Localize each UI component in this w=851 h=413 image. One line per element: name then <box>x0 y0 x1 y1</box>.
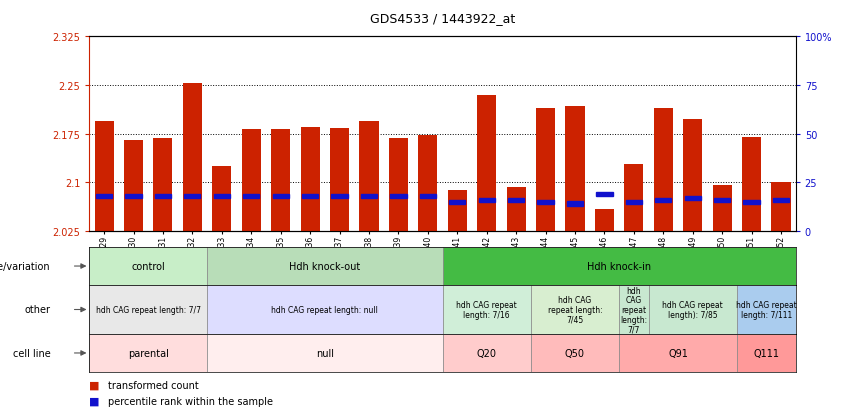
Text: hdh
CAG
repeat
length:
7/7: hdh CAG repeat length: 7/7 <box>620 286 648 334</box>
Bar <box>737 285 796 335</box>
Bar <box>272 194 288 199</box>
Bar <box>595 210 614 231</box>
Bar <box>243 194 260 199</box>
Text: Hdh knock-out: Hdh knock-out <box>289 261 361 271</box>
Bar <box>531 335 619 372</box>
Bar <box>214 194 230 199</box>
Text: Q91: Q91 <box>668 348 688 358</box>
Bar <box>537 200 554 204</box>
Text: Q111: Q111 <box>753 348 780 358</box>
Text: Hdh knock-in: Hdh knock-in <box>587 261 651 271</box>
Bar <box>207 335 443 372</box>
Text: Q50: Q50 <box>565 348 585 358</box>
Bar <box>331 194 348 199</box>
Bar <box>531 285 619 335</box>
Bar <box>654 108 673 231</box>
Bar <box>389 139 408 231</box>
Bar <box>443 285 531 335</box>
Bar <box>443 335 531 372</box>
Bar <box>771 182 791 231</box>
Bar <box>508 198 524 202</box>
Bar <box>418 135 437 231</box>
Bar <box>684 196 701 200</box>
Bar <box>420 194 436 199</box>
Bar <box>89 248 207 285</box>
Bar <box>655 198 671 202</box>
Bar <box>89 335 207 372</box>
Bar <box>773 198 789 202</box>
Bar <box>89 285 207 335</box>
Bar <box>737 335 796 372</box>
Bar <box>124 141 143 231</box>
Bar <box>300 128 320 231</box>
Text: ■: ■ <box>89 380 100 390</box>
Bar <box>683 119 702 231</box>
Text: hdh CAG repeat
length: 7/16: hdh CAG repeat length: 7/16 <box>456 300 517 319</box>
Text: genotype/variation: genotype/variation <box>0 261 50 271</box>
Bar <box>714 198 730 202</box>
Bar <box>361 194 377 199</box>
Bar <box>153 139 173 231</box>
Bar <box>94 121 114 231</box>
Text: cell line: cell line <box>13 348 50 358</box>
Bar <box>536 108 555 231</box>
Bar <box>183 84 202 231</box>
Text: hdh CAG
repeat length:
7/45: hdh CAG repeat length: 7/45 <box>548 296 603 324</box>
Bar <box>744 200 760 204</box>
Text: GDS4533 / 1443922_at: GDS4533 / 1443922_at <box>370 12 515 25</box>
Bar <box>184 194 201 199</box>
Bar <box>597 192 613 197</box>
Bar <box>619 335 737 372</box>
Bar <box>477 95 496 231</box>
Bar <box>567 202 583 206</box>
Text: hdh CAG repeat length: null: hdh CAG repeat length: null <box>271 305 378 314</box>
Bar <box>302 194 318 199</box>
Text: other: other <box>25 305 50 315</box>
Text: ■: ■ <box>89 396 100 406</box>
Bar <box>449 200 465 204</box>
Text: transformed count: transformed count <box>108 380 199 390</box>
Bar <box>619 285 648 335</box>
Bar <box>125 194 141 199</box>
Bar <box>155 194 171 199</box>
Text: parental: parental <box>128 348 168 358</box>
Bar <box>565 107 585 231</box>
Bar <box>742 138 761 231</box>
Bar <box>478 198 494 202</box>
Bar <box>448 190 467 231</box>
Bar <box>712 186 732 231</box>
Bar <box>648 285 737 335</box>
Bar <box>625 165 643 231</box>
Bar <box>212 166 231 231</box>
Text: percentile rank within the sample: percentile rank within the sample <box>108 396 273 406</box>
Text: hdh CAG repeat
length: 7/111: hdh CAG repeat length: 7/111 <box>736 300 797 319</box>
Text: hdh CAG repeat length: 7/7: hdh CAG repeat length: 7/7 <box>95 305 201 314</box>
Bar <box>207 248 443 285</box>
Bar <box>625 200 642 204</box>
Text: Q20: Q20 <box>477 348 497 358</box>
Bar <box>443 248 796 285</box>
Bar <box>207 285 443 335</box>
Bar <box>271 130 290 231</box>
Text: null: null <box>316 348 334 358</box>
Bar <box>330 129 349 231</box>
Bar <box>96 194 112 199</box>
Bar <box>242 130 260 231</box>
Bar <box>391 194 407 199</box>
Text: hdh CAG repeat
length): 7/85: hdh CAG repeat length): 7/85 <box>662 300 723 319</box>
Bar <box>359 121 379 231</box>
Bar <box>506 187 526 231</box>
Text: control: control <box>131 261 165 271</box>
